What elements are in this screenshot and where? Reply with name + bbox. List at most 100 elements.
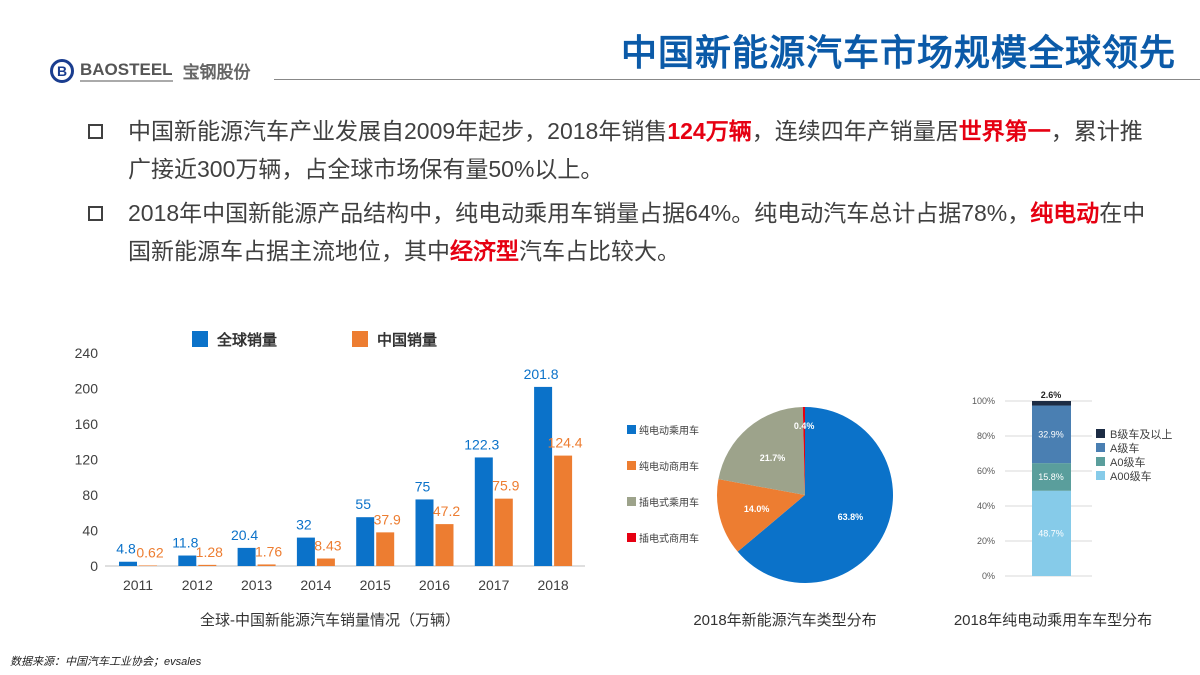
legend-label: 纯电动乘用车 [639, 424, 699, 437]
data-label: 0.62 [136, 544, 163, 560]
data-label: 1.28 [196, 544, 223, 560]
bullet-square-icon [88, 206, 103, 221]
legend-label: 中国销量 [377, 331, 437, 349]
x-tick-label: 2012 [182, 577, 213, 593]
bullet-text: 中国新能源汽车产业发展自2009年起步，2018年销售 [128, 118, 668, 144]
data-label: 47.2 [433, 503, 460, 519]
baosteel-logo: B BAOSTEEL 宝钢股份 [50, 58, 251, 83]
x-tick-label: 2011 [123, 577, 153, 593]
bullet-1: 中国新能源汽车产业发展自2009年起步，2018年销售124万辆，连续四年产销量… [88, 112, 1148, 188]
legend-swatch [192, 331, 208, 347]
bar-中国销量 [494, 498, 513, 566]
legend-swatch [1096, 429, 1105, 438]
y-tick-label: 80 [82, 487, 98, 503]
legend-label: A级车 [1110, 441, 1139, 455]
bullet-2: 2018年中国新能源产品结构中，纯电动乘用车销量占据64%。纯电动汽车总计占据7… [88, 194, 1148, 270]
legend-label: 纯电动商用车 [639, 460, 699, 473]
legend-swatch [627, 461, 636, 470]
bar-中国销量 [435, 524, 454, 566]
pie-slice-插电式商用车 [802, 407, 805, 495]
y-tick-label: 60% [977, 466, 995, 476]
highlight-text: 124万辆 [667, 118, 752, 144]
bar-中国销量 [376, 532, 395, 566]
bar-中国销量 [316, 558, 335, 566]
y-tick-label: 20% [977, 536, 995, 546]
pie-data-label: 21.7% [760, 453, 786, 463]
legend-label: 插电式商用车 [639, 532, 699, 545]
bar-全球销量 [534, 386, 553, 566]
data-label: 37.9 [374, 511, 401, 527]
data-label: 4.8 [116, 541, 136, 557]
bar-中国销量 [139, 565, 157, 566]
pie-data-label: 14.0% [744, 504, 770, 514]
bullet-text: ，累计推广接近300万辆，占全球市场保有量50%以上。 [128, 118, 1143, 182]
highlight-text: 纯电动 [1030, 200, 1100, 226]
logo-cn: 宝钢股份 [182, 63, 251, 82]
bullet-text: 汽车占比较大。 [519, 238, 680, 264]
x-tick-label: 2015 [360, 577, 391, 593]
stack-segment-B级车及以上 [1032, 401, 1071, 406]
baosteel-logo-icon: B [50, 58, 74, 83]
bar-全球销量 [237, 547, 256, 566]
chart-title: 全球-中国新能源汽车销量情况（万辆） [200, 611, 460, 629]
y-tick-label: 120 [75, 452, 99, 468]
stack-data-label: 48.7% [1038, 528, 1064, 538]
bullet-text: 在中国新能源车占据主流地位，其中 [128, 200, 1146, 264]
x-tick-label: 2016 [419, 577, 450, 593]
legend-label: B级车及以上 [1110, 427, 1172, 441]
bar-中国销量 [198, 564, 217, 566]
legend-swatch [627, 497, 636, 506]
x-tick-label: 2017 [478, 577, 509, 593]
y-tick-label: 240 [75, 345, 99, 361]
bar-全球销量 [474, 457, 493, 566]
data-label: 75 [415, 478, 431, 494]
stack-data-label: 32.9% [1038, 429, 1064, 439]
y-tick-label: 80% [977, 431, 995, 441]
stack-segment-A0级车 [1032, 463, 1071, 491]
data-label: 32 [296, 517, 312, 533]
pie-data-label: 0.4% [794, 421, 815, 431]
y-tick-label: 100% [972, 396, 995, 406]
data-label: 11.8 [172, 535, 198, 551]
data-label: 122.3 [464, 436, 499, 452]
data-source: 数据来源：中国汽车工业协会；evsales [10, 656, 202, 668]
legend-swatch [627, 425, 636, 434]
bullet-square-icon [88, 124, 103, 139]
stack-data-label: 2.6% [1041, 390, 1062, 400]
page-title: 中国新能源汽车市场规模全球领先 [620, 32, 1176, 73]
y-tick-label: 160 [75, 416, 99, 432]
highlight-text: 世界第一 [958, 118, 1051, 144]
bullet-text: 2018年中国新能源产品结构中，纯电动乘用车销量占据64%。纯电动汽车总计占据7… [128, 200, 1031, 226]
bullet-text: ，连续四年产销量居 [751, 118, 959, 144]
y-tick-label: 0% [982, 571, 995, 581]
header-divider [274, 79, 1200, 80]
bar-全球销量 [178, 555, 197, 566]
y-tick-label: 40 [82, 523, 98, 539]
legend-label: 全球销量 [216, 331, 277, 349]
bar-全球销量 [296, 537, 315, 566]
data-label: 201.8 [524, 366, 559, 382]
y-tick-label: 40% [977, 501, 995, 511]
y-tick-label: 0 [90, 558, 98, 574]
pie-data-label: 63.8% [838, 512, 864, 522]
data-label: 20.4 [231, 527, 258, 543]
x-tick-label: 2018 [538, 577, 569, 593]
logo-en: BAOSTEEL [80, 60, 173, 82]
pie-slice-纯电动商用车 [717, 479, 805, 552]
data-label: 1.76 [255, 543, 282, 559]
data-label: 124.4 [548, 435, 583, 451]
bar-全球销量 [415, 499, 434, 566]
legend-swatch [1096, 443, 1105, 452]
bar-全球销量 [356, 517, 375, 566]
chart-title: 2018年纯电动乘用车车型分布 [954, 612, 1152, 629]
data-label: 8.43 [314, 538, 341, 554]
stack-segment-A00级车 [1032, 490, 1071, 576]
legend-swatch [352, 331, 368, 347]
legend-swatch [1096, 457, 1105, 466]
pie-slice-插电式乘用车 [718, 407, 805, 495]
highlight-text: 经济型 [450, 238, 519, 264]
data-label: 75.9 [492, 478, 519, 494]
x-tick-label: 2014 [300, 577, 331, 593]
legend-label: A0级车 [1110, 455, 1145, 469]
